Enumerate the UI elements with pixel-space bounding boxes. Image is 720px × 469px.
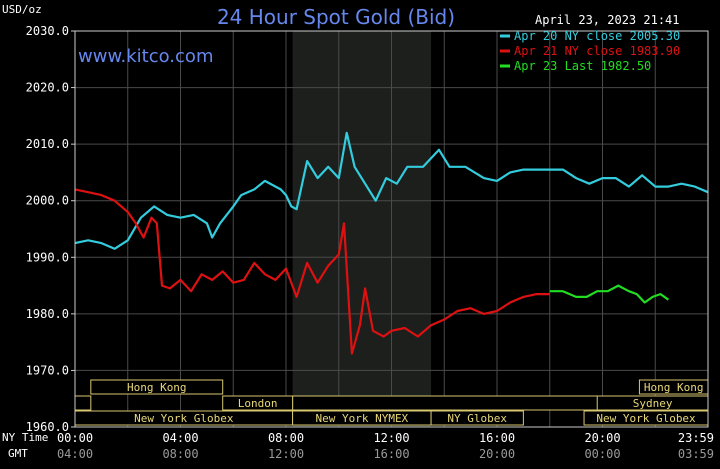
x-tick-label-gmt: 20:00 [479,447,515,461]
session-bar [90,379,224,395]
series-line-apr-20 [74,131,709,250]
x-tick-label-gmt: 12:00 [268,447,304,461]
y-axis-unit-label: USD/oz [2,3,42,16]
plot-frame [74,30,709,428]
legend-entry: Apr 21 NY close 1983.90 [514,44,680,58]
y-tick-label: 2020.0 [26,81,69,95]
session-bar [222,395,294,411]
series-line-apr-21 [74,188,550,355]
x-tick-label-ny: 20:00 [584,431,620,445]
session-label: London [238,397,278,410]
y-tick-label: 1990.0 [26,250,69,264]
ny-time-label: NY Time [2,431,48,444]
x-tick-label-gmt: 03:59 [678,447,714,461]
session-bar-empty [74,395,92,411]
y-tick-label: 2010.0 [26,137,69,151]
chart-timestamp: April 23, 2023 21:41 [535,13,680,27]
legend-entry: Apr 20 NY close 2005.30 [514,29,680,43]
gmt-label: GMT [8,447,28,460]
x-tick-label-ny: 04:00 [162,431,198,445]
session-label: NY Globex [447,412,507,425]
session-label: New York Globex [596,412,696,425]
y-tick-label: 1970.0 [26,363,69,377]
session-label: Sydney [633,397,673,410]
x-tick-label-gmt: 16:00 [373,447,409,461]
x-tick-label-gmt: 04:00 [57,447,93,461]
shaded-trading-region [292,31,432,427]
x-tick-label-gmt: 08:00 [162,447,198,461]
watermark: www.kitco.com [78,46,213,67]
x-tick-label-ny: 08:00 [268,431,304,445]
session-bar [430,410,524,426]
y-tick-label: 1980.0 [26,307,69,321]
x-tick-label-gmt: 00:00 [584,447,620,461]
y-tick-label: 2030.0 [26,24,69,38]
session-label: Hong Kong [644,381,704,394]
series-line-apr-23 [549,284,670,304]
x-tick-label-ny: 23:59 [678,431,714,445]
legend-entry: Apr 23 Last 1982.50 [514,59,651,73]
session-label: New York NYMEX [315,412,408,425]
y-tick-label: 1960.0 [26,420,69,434]
chart-title: 24 Hour Spot Gold (Bid) [217,5,455,29]
x-tick-label-ny: 00:00 [57,431,93,445]
x-tick-label-ny: 16:00 [479,431,515,445]
session-label: Hong Kong [127,381,187,394]
session-label: New York Globex [134,412,234,425]
y-tick-label: 2000.0 [26,194,69,208]
x-tick-label-ny: 12:00 [373,431,409,445]
